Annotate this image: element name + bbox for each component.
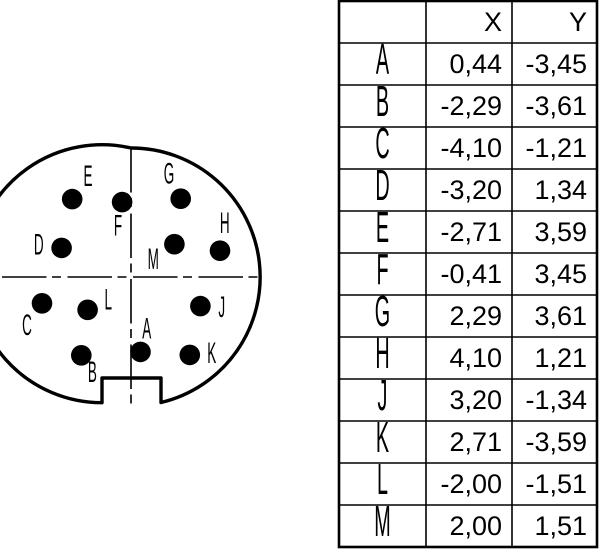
- svg-text:J: J: [218, 290, 225, 324]
- svg-text:0,44: 0,44: [449, 49, 502, 79]
- svg-text:H: H: [220, 206, 230, 240]
- svg-text:G: G: [164, 157, 175, 191]
- svg-text:1,51: 1,51: [534, 511, 587, 541]
- svg-text:-1,21: -1,21: [525, 133, 587, 163]
- svg-text:3,20: 3,20: [449, 385, 502, 415]
- svg-text:-3,20: -3,20: [440, 175, 502, 205]
- svg-text:3,45: 3,45: [534, 259, 587, 289]
- svg-text:-3,59: -3,59: [525, 427, 587, 457]
- svg-text:M: M: [148, 242, 159, 276]
- svg-text:C: C: [22, 308, 32, 342]
- svg-text:-1,51: -1,51: [525, 469, 587, 499]
- svg-text:B: B: [88, 355, 97, 389]
- svg-text:M: M: [374, 497, 390, 546]
- svg-text:4,10: 4,10: [449, 343, 502, 373]
- svg-text:-2,71: -2,71: [440, 217, 502, 247]
- svg-text:X: X: [484, 7, 502, 37]
- svg-text:-0,41: -0,41: [440, 259, 502, 289]
- svg-text:-3,61: -3,61: [525, 91, 587, 121]
- svg-text:1,21: 1,21: [534, 343, 587, 373]
- svg-text:3,61: 3,61: [534, 301, 587, 331]
- svg-text:1,34: 1,34: [534, 175, 587, 205]
- svg-text:E: E: [83, 159, 92, 193]
- svg-text:-2,29: -2,29: [440, 91, 502, 121]
- svg-text:-3,45: -3,45: [525, 49, 587, 79]
- svg-text:2,00: 2,00: [449, 511, 502, 541]
- svg-text:-4,10: -4,10: [440, 133, 502, 163]
- svg-text:2,29: 2,29: [449, 301, 502, 331]
- svg-text:A: A: [142, 311, 151, 345]
- svg-text:-2,00: -2,00: [440, 469, 502, 499]
- svg-text:2,71: 2,71: [449, 427, 502, 457]
- svg-text:D: D: [34, 228, 44, 262]
- svg-text:Y: Y: [569, 7, 587, 37]
- svg-text:F: F: [114, 208, 122, 242]
- svg-text:3,59: 3,59: [534, 217, 587, 247]
- svg-text:L: L: [105, 282, 113, 316]
- svg-text:-1,34: -1,34: [525, 385, 587, 415]
- svg-text:K: K: [207, 336, 216, 370]
